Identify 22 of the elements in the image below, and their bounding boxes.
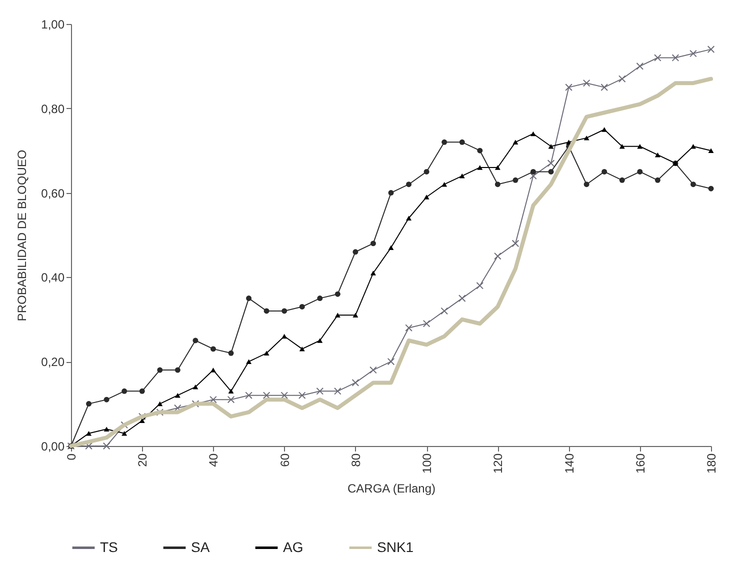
x-tick-label: 140 xyxy=(562,453,576,474)
x-tick-label: 0 xyxy=(64,453,78,460)
x-tick-label: 120 xyxy=(491,453,506,474)
x-tick-label: 180 xyxy=(704,453,718,474)
legend-label: SNK1 xyxy=(377,538,414,555)
x-tick-label: 20 xyxy=(136,453,150,467)
x-tick-label: 160 xyxy=(633,453,648,474)
y-tick-label: 0,60 xyxy=(41,186,65,200)
y-axis-title: PROBABILIDAD DE BLOQUEO xyxy=(15,150,30,322)
x-tick-label: 60 xyxy=(278,453,292,467)
y-tick-label: 0,40 xyxy=(41,270,65,285)
legend-label: TS xyxy=(100,538,118,555)
y-tick-label: 0,00 xyxy=(41,440,65,454)
x-axis-title: CARGA (Erlang) xyxy=(347,482,436,496)
y-tick-label: 1,00 xyxy=(41,18,65,32)
x-tick-label: 80 xyxy=(348,453,363,467)
legend-label: SA xyxy=(191,538,210,555)
x-tick-label: 40 xyxy=(206,453,221,467)
legend-label: AG xyxy=(283,538,304,555)
x-tick-label: 100 xyxy=(420,453,434,474)
y-tick-label: 0,80 xyxy=(41,102,65,116)
y-tick-label: 0,20 xyxy=(41,355,65,370)
